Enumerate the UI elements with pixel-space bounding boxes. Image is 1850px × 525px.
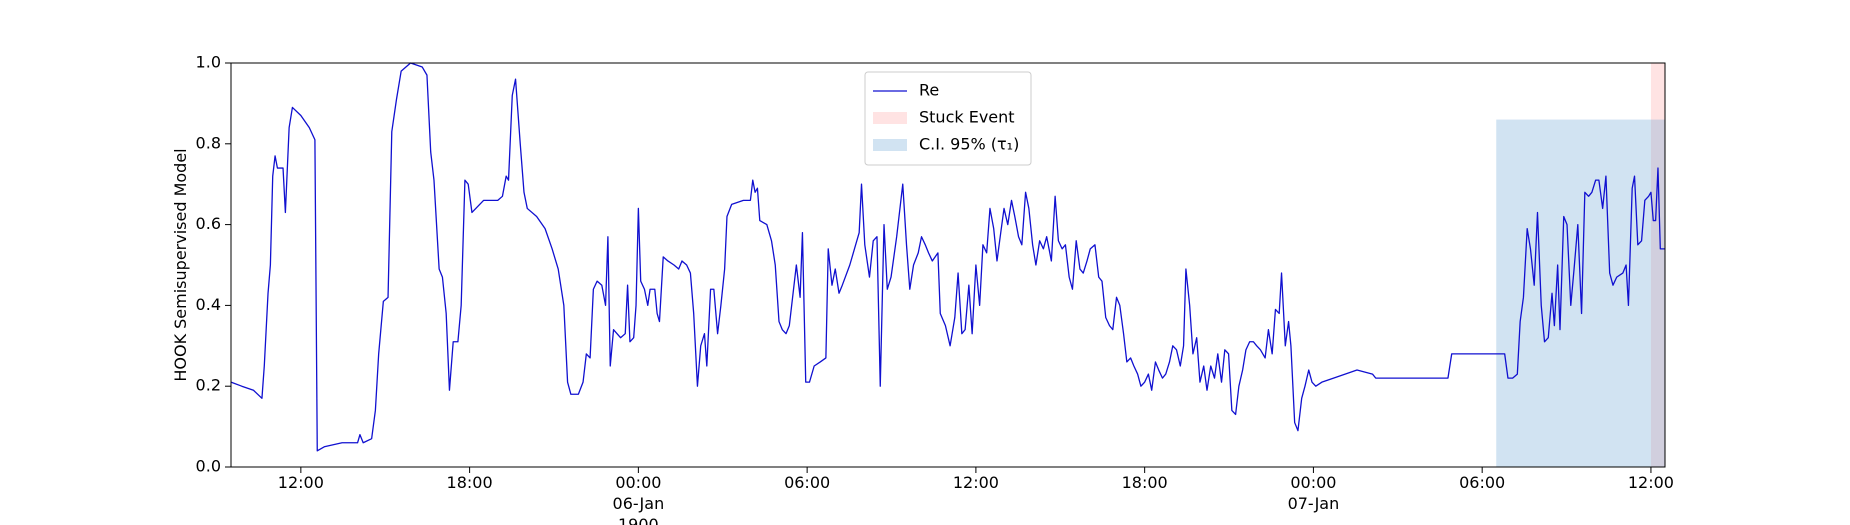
y-tick-label: 0.4 [196, 295, 221, 314]
x-tick-label-line: 00:00 [1290, 473, 1336, 492]
x-tick-label: 12:00 [278, 473, 324, 492]
x-tick-label: 18:00 [447, 473, 493, 492]
x-tick-label: 06:00 [784, 473, 830, 492]
x-tick-label-line: 1900 [618, 515, 659, 525]
x-tick-label-line: 06:00 [1459, 473, 1505, 492]
y-tick-label: 1.0 [196, 53, 221, 72]
x-tick-label-line: 00:00 [615, 473, 661, 492]
y-tick-label: 0.2 [196, 376, 221, 395]
x-tick-label: 00:00 06-Jan 1900 [613, 473, 665, 525]
x-tick-label-line: 06-Jan [613, 494, 665, 513]
y-tick-label: 0.6 [196, 214, 221, 233]
x-tick-label-line: 12:00 [1628, 473, 1674, 492]
x-tick-label: 12:00 [1628, 473, 1674, 492]
x-tick-label-line: 12:00 [278, 473, 324, 492]
y-tick-label: 0.8 [196, 133, 221, 152]
x-tick-label: 06:00 [1459, 473, 1505, 492]
x-tick-label-line: 18:00 [1122, 473, 1168, 492]
span-region [1650, 63, 1665, 467]
x-tick-label: 12:00 [953, 473, 999, 492]
legend-label: Re [919, 81, 939, 100]
legend-box [864, 71, 1032, 166]
x-tick-label-line: 18:00 [447, 473, 493, 492]
y-tick-label: 0.0 [196, 457, 221, 476]
x-tick-label-line: 06:00 [784, 473, 830, 492]
legend-label: Stuck Event [919, 108, 1015, 127]
x-tick-label: 18:00 [1122, 473, 1168, 492]
x-tick-label-line: 07-Jan [1288, 494, 1340, 513]
y-axis-label: HOOK Semisupervised Model [171, 148, 190, 381]
x-tick-label-line: 12:00 [953, 473, 999, 492]
legend: Re Stuck Event C.I. 95% (τ₁) [864, 71, 1032, 166]
legend-label: C.I. 95% (τ₁) [919, 135, 1019, 154]
legend-patch [873, 139, 907, 151]
legend-patch [873, 112, 907, 124]
data-line [230, 62, 1665, 452]
x-tick-label: 00:00 07-Jan [1288, 473, 1340, 513]
plot-frame [230, 62, 1666, 468]
